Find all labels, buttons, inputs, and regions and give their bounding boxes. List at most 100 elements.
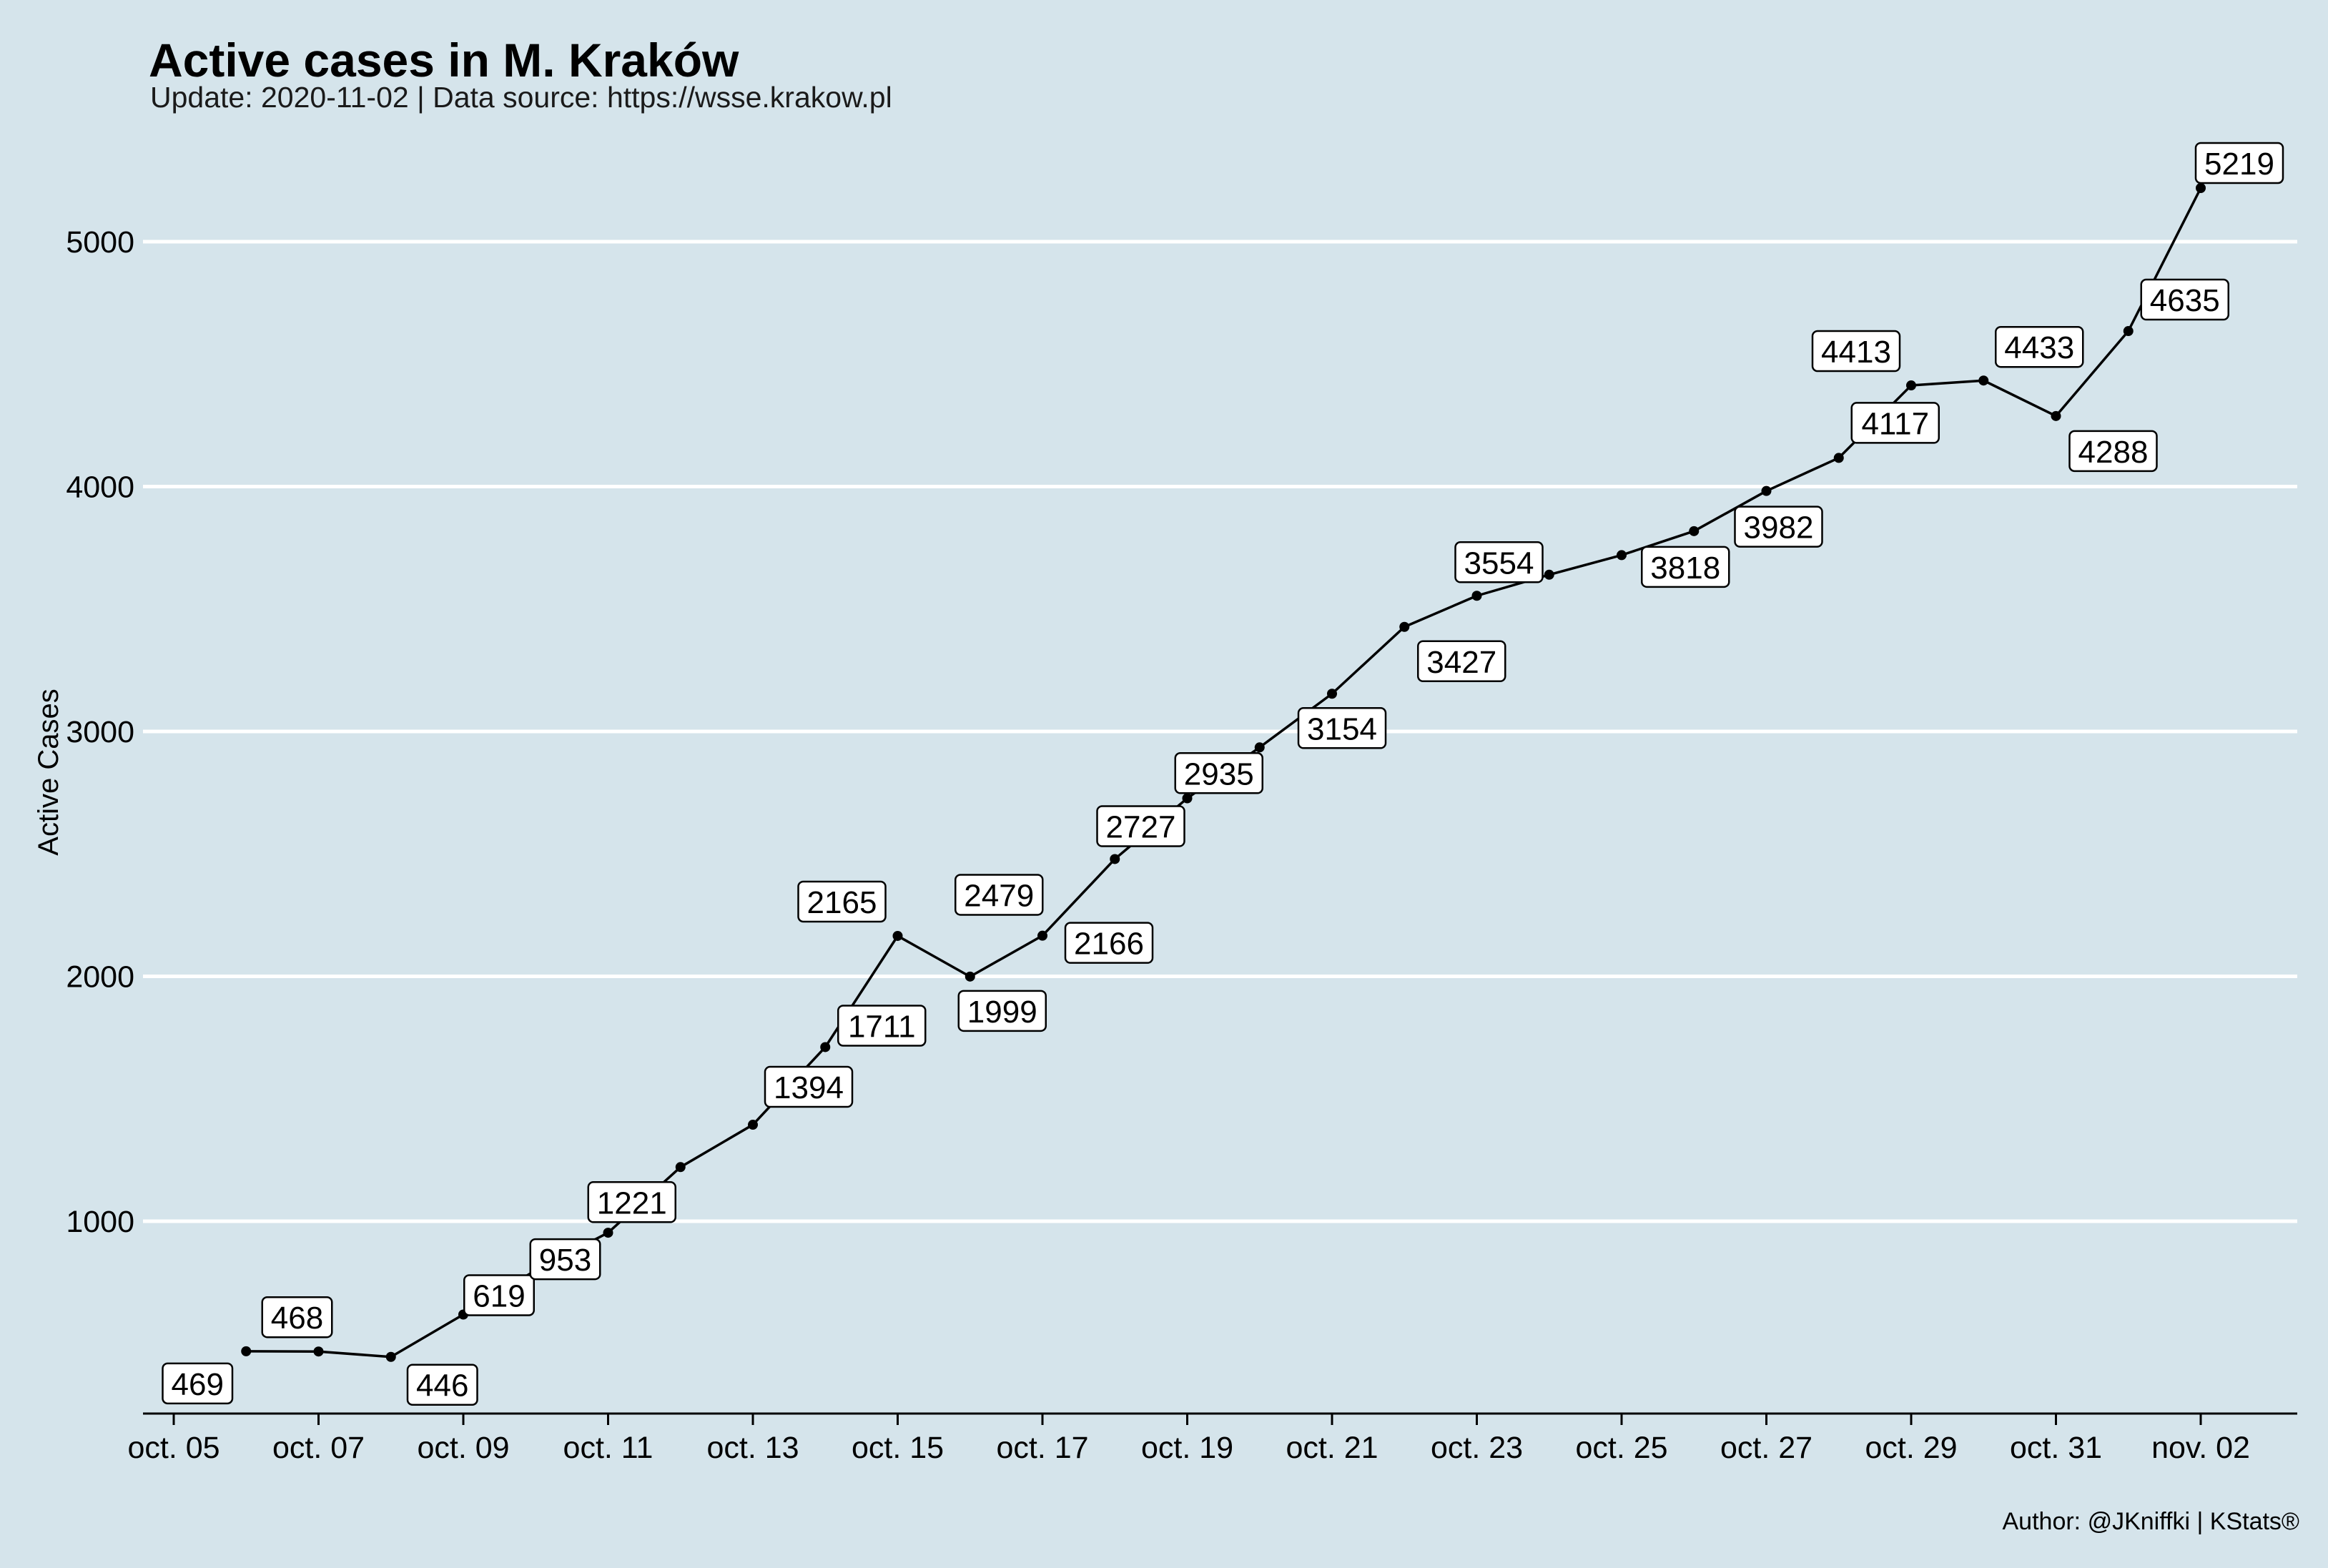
data-label: 1394 bbox=[774, 1070, 844, 1105]
data-point bbox=[1037, 930, 1047, 941]
x-tick-label: oct. 11 bbox=[563, 1431, 653, 1465]
data-point bbox=[603, 1228, 613, 1238]
chart-title: Active cases in M. Kraków bbox=[149, 34, 739, 87]
data-point bbox=[1182, 793, 1193, 804]
data-label: 619 bbox=[473, 1278, 525, 1313]
data-point bbox=[892, 930, 903, 941]
data-label: 3818 bbox=[1650, 551, 1720, 586]
data-label: 3982 bbox=[1744, 511, 1814, 546]
data-point bbox=[1978, 375, 1989, 386]
data-label: 2166 bbox=[1074, 927, 1144, 962]
data-label-box bbox=[1454, 541, 1544, 583]
data-label-box bbox=[2140, 278, 2229, 321]
data-label-box bbox=[1850, 402, 1940, 444]
data-point bbox=[1254, 742, 1265, 753]
data-point bbox=[1471, 591, 1482, 601]
data-label-box bbox=[837, 1005, 927, 1047]
x-tick-label: oct. 05 bbox=[127, 1431, 220, 1465]
y-axis-title: Active Cases bbox=[33, 689, 64, 855]
data-label: 469 bbox=[172, 1367, 224, 1402]
data-point bbox=[1761, 485, 1772, 496]
data-point bbox=[820, 1042, 831, 1052]
x-tick-label: oct. 19 bbox=[1141, 1431, 1233, 1465]
data-point bbox=[241, 1346, 252, 1356]
x-tick-label: oct. 29 bbox=[1865, 1431, 1957, 1465]
data-point bbox=[2196, 182, 2206, 193]
y-tick-label: 5000 bbox=[66, 225, 134, 260]
x-tick-label: oct. 07 bbox=[272, 1431, 365, 1465]
chart-caption: Author: @JKniffki | KStats® bbox=[2003, 1508, 2300, 1535]
y-tick-label: 2000 bbox=[66, 960, 134, 995]
data-label-box bbox=[1174, 752, 1263, 794]
axis-layer: 1000 2000 3000 4000 5000 oct. 05 oct. 07 oct. 0… bbox=[66, 225, 2297, 1465]
x-tick-label: nov. 02 bbox=[2151, 1431, 2250, 1465]
data-label-box bbox=[406, 1364, 478, 1406]
data-point bbox=[1399, 621, 1410, 632]
data-label: 1999 bbox=[967, 995, 1037, 1030]
data-label-box bbox=[1995, 325, 2084, 368]
point-layer bbox=[241, 182, 2206, 1362]
data-label: 4288 bbox=[2078, 435, 2149, 470]
data-label: 2479 bbox=[964, 878, 1034, 913]
data-label-box bbox=[587, 1181, 676, 1223]
x-tick-label: oct. 15 bbox=[852, 1431, 944, 1465]
data-label-box bbox=[797, 880, 887, 923]
data-label: 4117 bbox=[1861, 406, 1929, 441]
y-tick-label: 3000 bbox=[66, 715, 134, 749]
data-point bbox=[313, 1346, 324, 1357]
data-point bbox=[748, 1120, 758, 1130]
data-label-box bbox=[1734, 506, 1823, 548]
data-label: 3154 bbox=[1307, 711, 1377, 746]
data-label-box bbox=[162, 1362, 234, 1405]
x-tick-label: oct. 13 bbox=[706, 1431, 799, 1465]
data-label: 1221 bbox=[597, 1185, 667, 1221]
data-point bbox=[2051, 410, 2061, 421]
data-point bbox=[1833, 453, 1844, 463]
data-label: 2727 bbox=[1106, 810, 1176, 845]
data-label: 3554 bbox=[1464, 546, 1534, 581]
data-label-box bbox=[2194, 142, 2284, 184]
data-label-box bbox=[1064, 922, 1154, 964]
data-label-box bbox=[957, 990, 1047, 1032]
chart-subtitle: Update: 2020-11-02 | Data source: https:… bbox=[150, 81, 892, 114]
data-label: 1711 bbox=[848, 1009, 916, 1044]
data-point bbox=[1110, 854, 1120, 864]
data-label: 446 bbox=[416, 1369, 468, 1404]
data-label: 4413 bbox=[1821, 335, 1891, 370]
data-label: 4433 bbox=[2004, 330, 2074, 365]
y-tick-label: 4000 bbox=[66, 470, 134, 505]
data-label: 953 bbox=[539, 1243, 591, 1278]
data-point bbox=[1906, 380, 1916, 391]
data-point bbox=[2123, 326, 2134, 337]
data-label-box bbox=[1417, 640, 1506, 683]
data-label-box bbox=[2068, 430, 2158, 473]
x-tick-label: oct. 31 bbox=[2010, 1431, 2102, 1465]
x-tick-label: oct. 21 bbox=[1286, 1431, 1378, 1465]
data-point bbox=[1689, 526, 1700, 536]
data-label: 5219 bbox=[2204, 147, 2274, 182]
data-label-box bbox=[1297, 707, 1387, 749]
data-point bbox=[1327, 689, 1337, 699]
data-label-box bbox=[261, 1296, 333, 1338]
y-tick-label: 1000 bbox=[66, 1205, 134, 1239]
x-tick-label: oct. 27 bbox=[1720, 1431, 1812, 1465]
data-label: 2165 bbox=[807, 885, 877, 920]
data-label-box bbox=[463, 1274, 535, 1316]
data-point bbox=[965, 971, 975, 982]
data-label: 4635 bbox=[2150, 283, 2220, 318]
x-tick-label: oct. 25 bbox=[1575, 1431, 1667, 1465]
x-tick-label: oct. 17 bbox=[996, 1431, 1088, 1465]
data-point bbox=[675, 1162, 686, 1173]
data-label: 2935 bbox=[1184, 756, 1254, 792]
x-tick-label: oct. 09 bbox=[417, 1431, 509, 1465]
data-label-box bbox=[764, 1065, 854, 1108]
data-point bbox=[1544, 569, 1554, 580]
data-point bbox=[1617, 550, 1627, 561]
data-label: 468 bbox=[271, 1301, 323, 1336]
data-label-box bbox=[955, 874, 1044, 916]
grid-layer bbox=[143, 240, 2297, 1223]
